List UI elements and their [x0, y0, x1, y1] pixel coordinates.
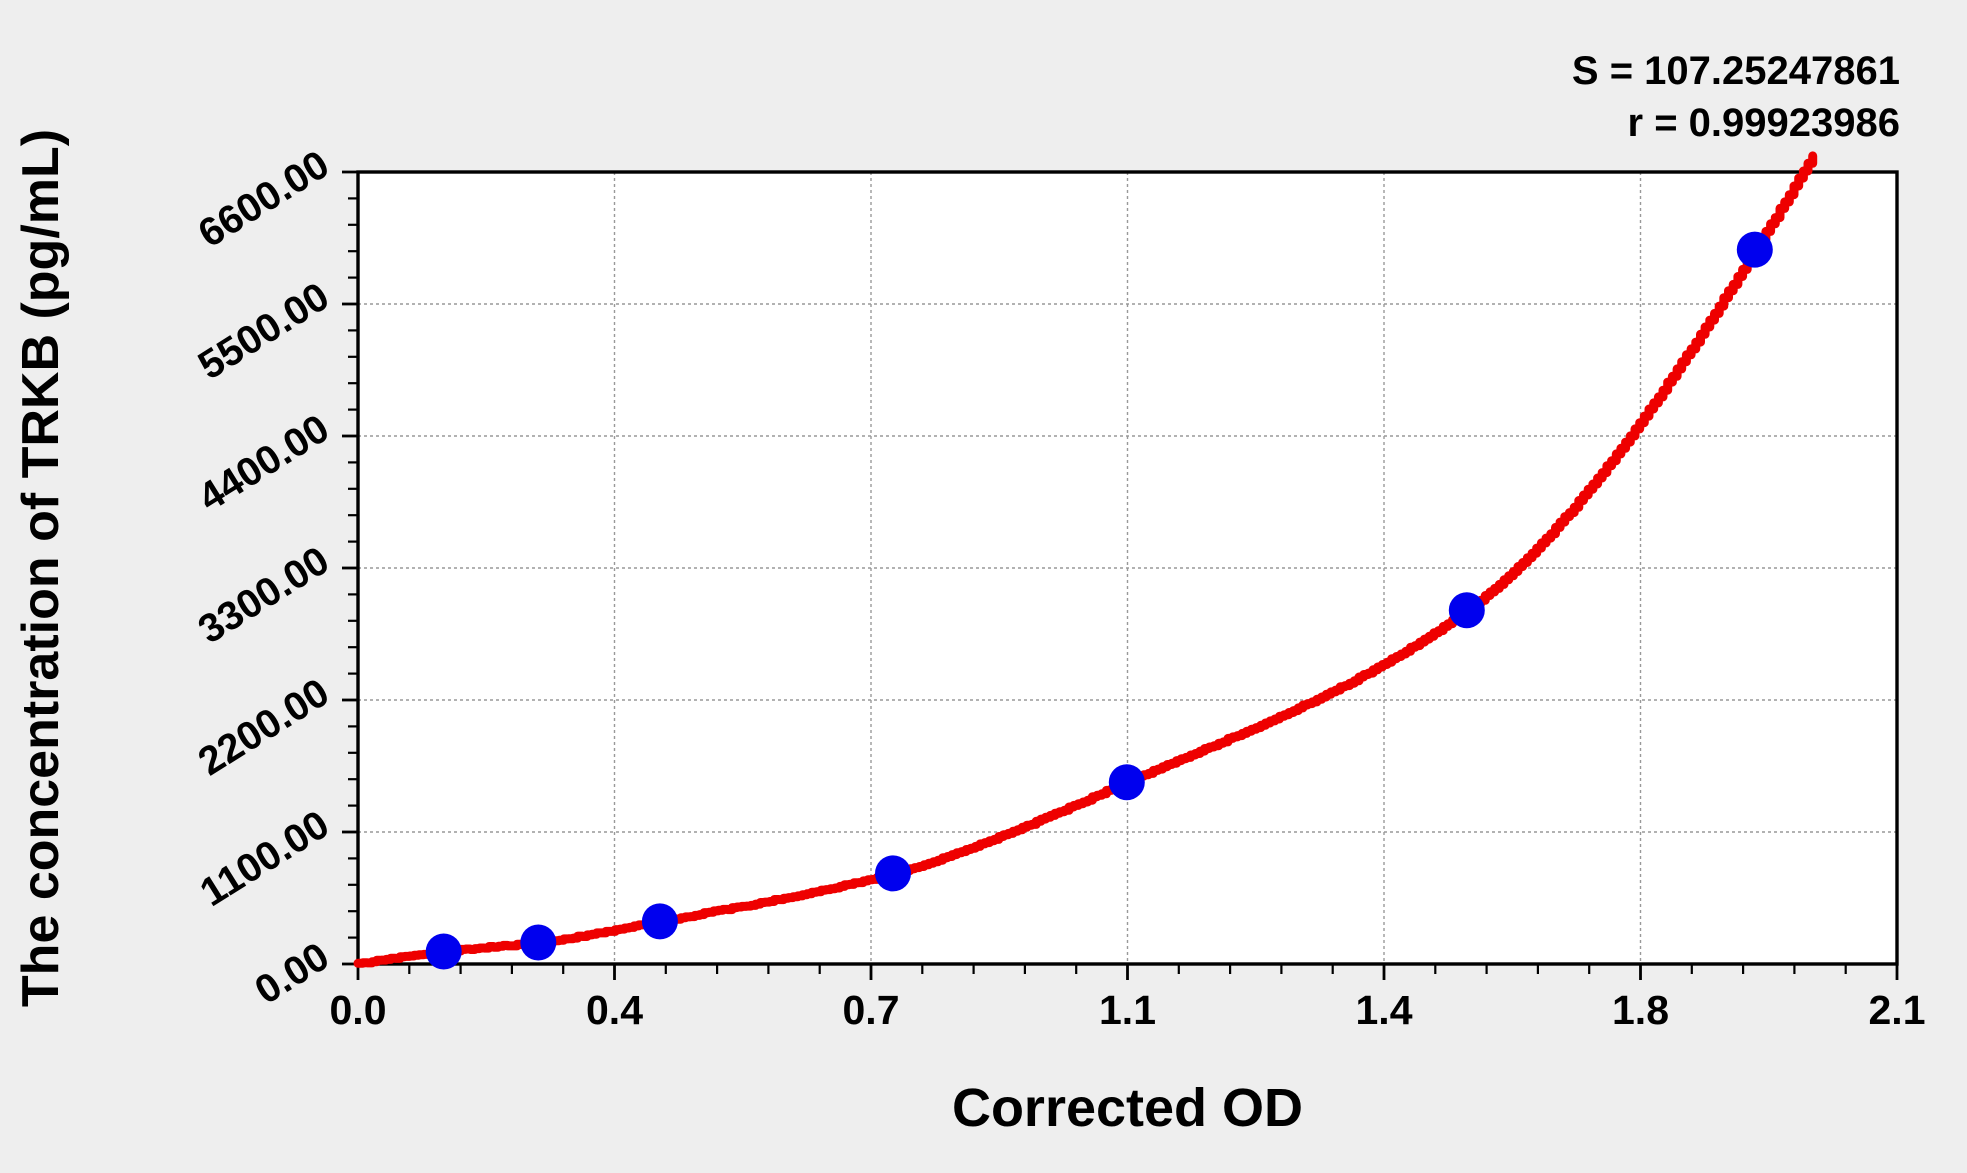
svg-text:1.1: 1.1: [1099, 987, 1156, 1033]
svg-text:0.4: 0.4: [586, 987, 643, 1033]
svg-text:2.1: 2.1: [1869, 987, 1926, 1033]
svg-text:1.4: 1.4: [1356, 987, 1413, 1033]
svg-text:0.0: 0.0: [330, 987, 387, 1033]
svg-text:S = 107.25247861: S = 107.25247861: [1572, 49, 1900, 93]
svg-text:The concentration of TRKB (pg/: The concentration of TRKB (pg/mL): [12, 129, 70, 1007]
svg-text:0.7: 0.7: [843, 987, 900, 1033]
svg-text:1.8: 1.8: [1612, 987, 1669, 1033]
svg-text:Corrected OD: Corrected OD: [952, 1078, 1303, 1138]
svg-text:r = 0.99923986: r = 0.99923986: [1628, 101, 1900, 145]
